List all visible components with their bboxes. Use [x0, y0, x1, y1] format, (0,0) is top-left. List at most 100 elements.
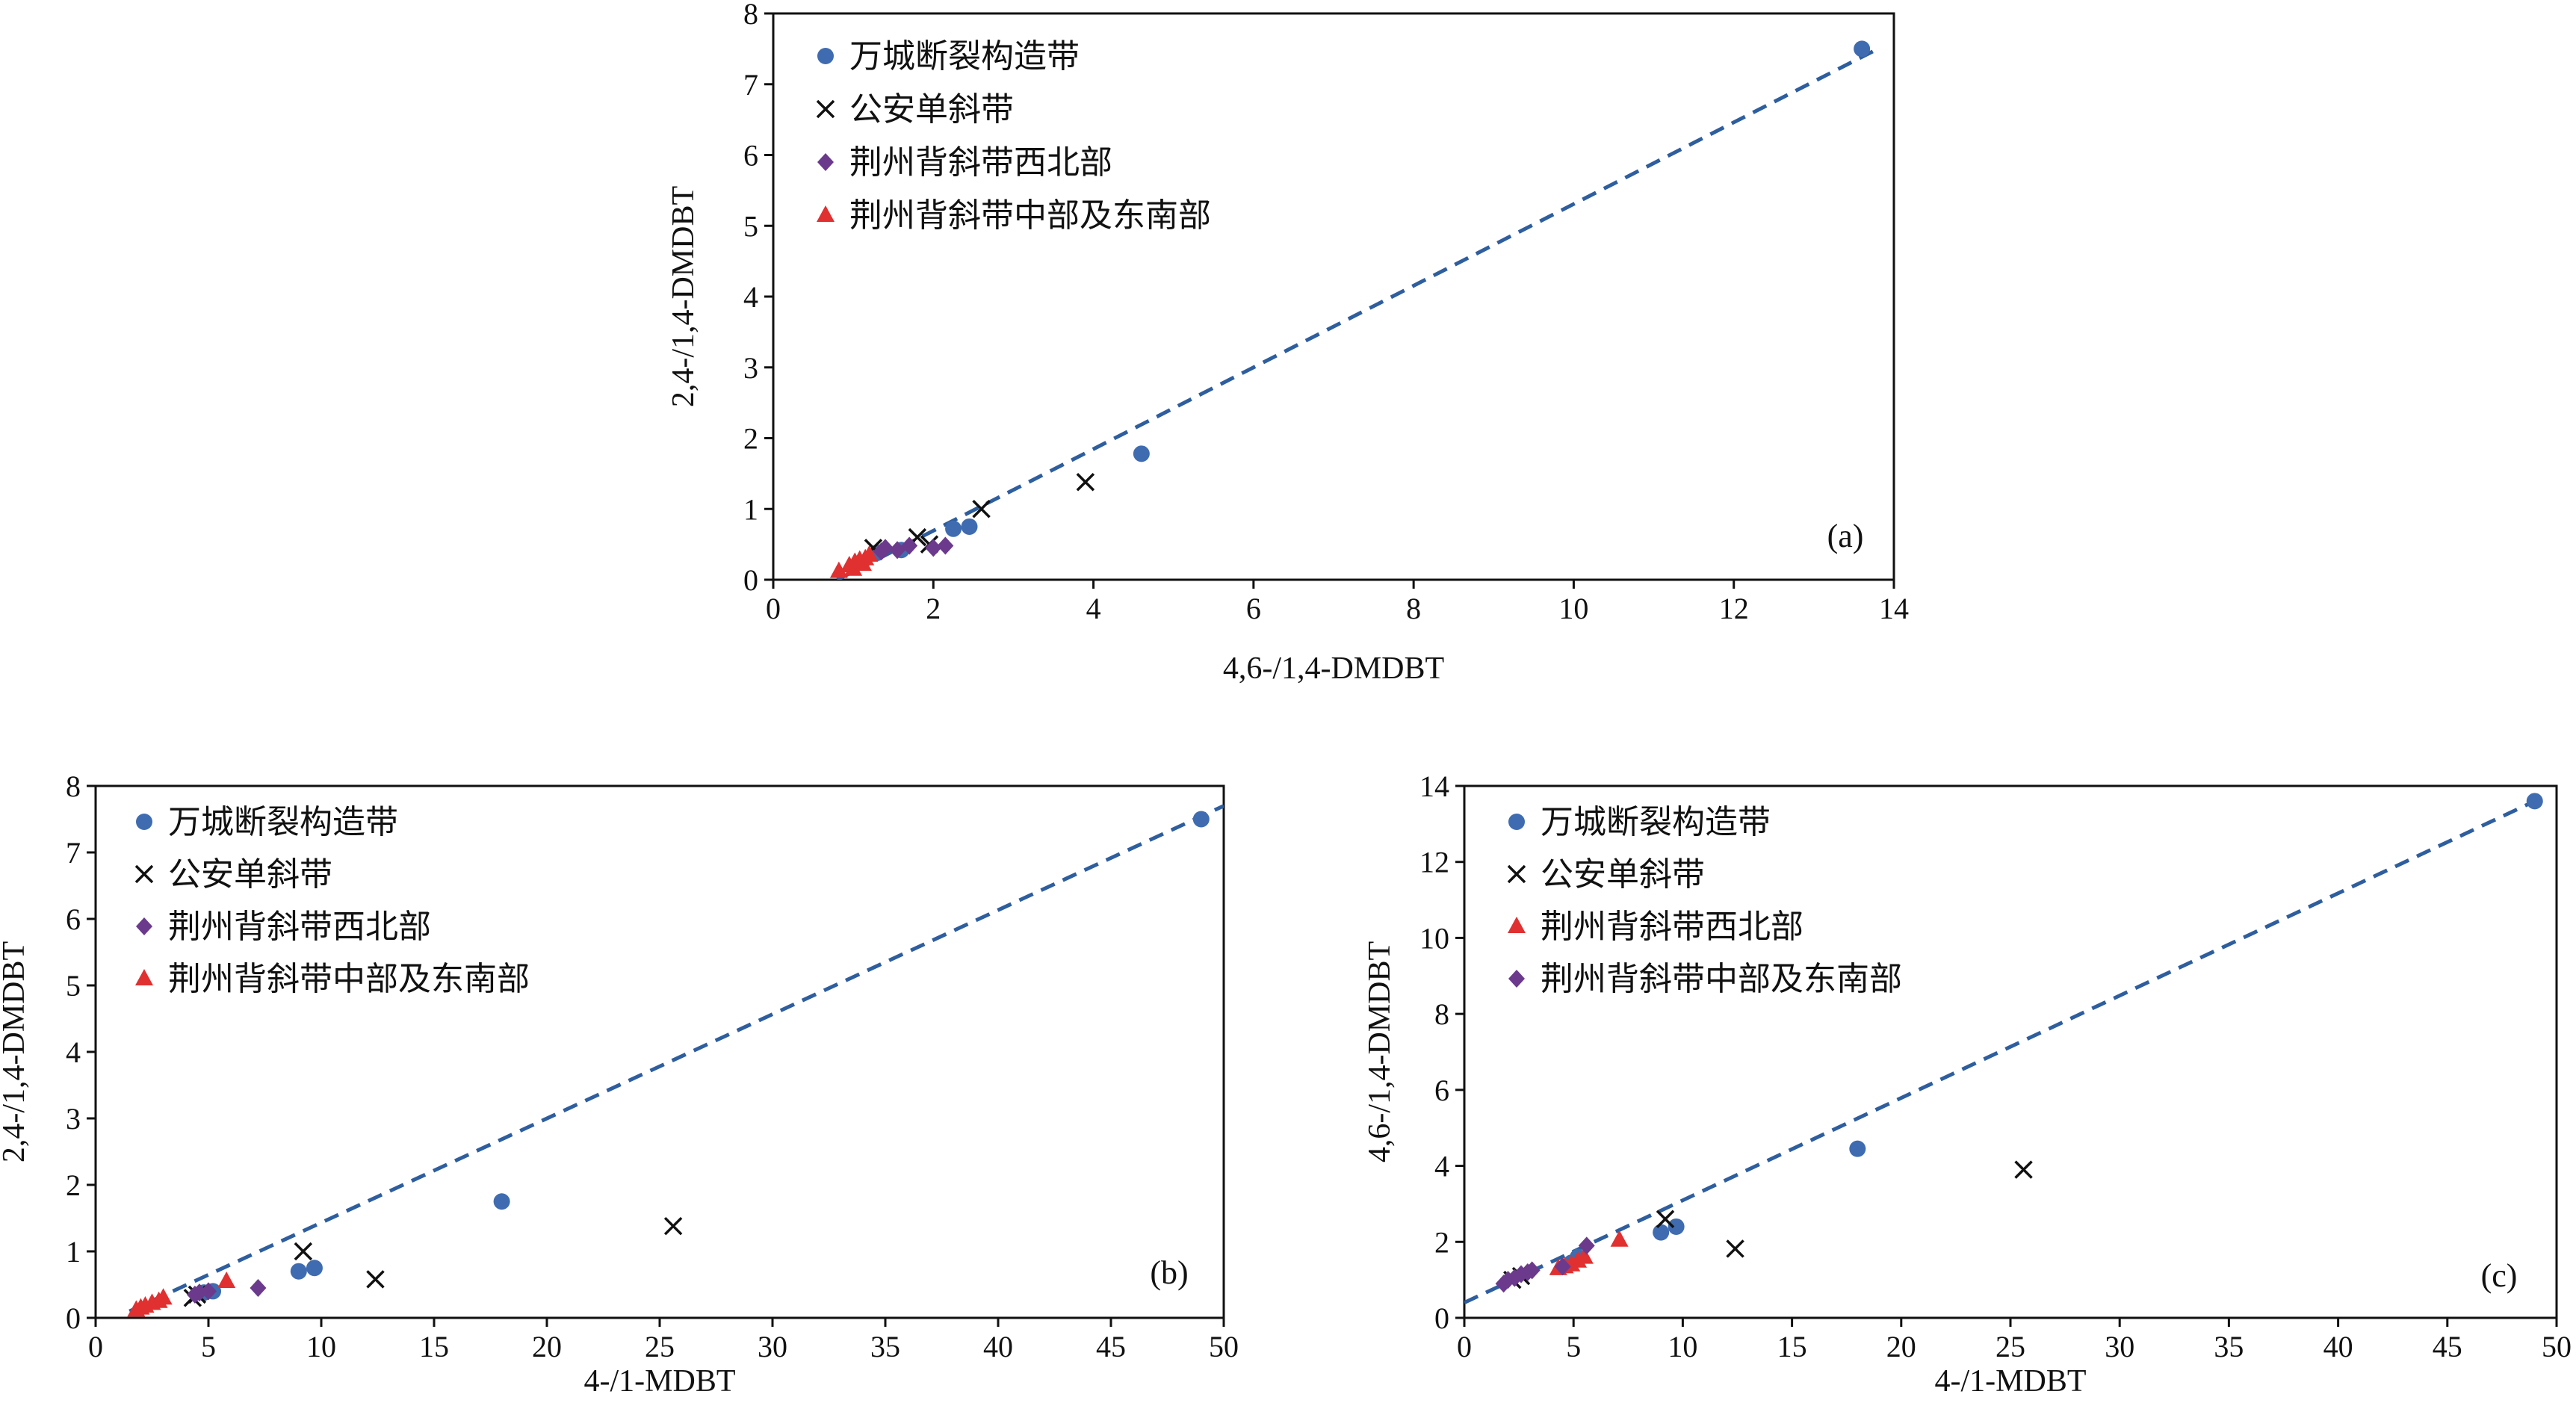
y-tick-label: 2: [743, 422, 758, 456]
x-tick-label: 4: [1086, 592, 1101, 625]
x-tick-label: 0: [766, 592, 781, 625]
y-tick-label: 7: [743, 68, 758, 102]
legend-marker: [134, 864, 154, 884]
data-point: [873, 542, 890, 561]
y-tick-label: 8: [66, 769, 81, 803]
data-point: [2014, 1160, 2033, 1179]
data-point: [1610, 1230, 1629, 1247]
legend-entry: 荆州背斜带中部及东南部: [168, 960, 530, 998]
y-tick-label: 4: [1434, 1150, 1449, 1183]
y-tick-label: 1: [743, 492, 758, 526]
legend-marker: [1508, 917, 1526, 933]
chart-panel-c: 0 5 10 15 20 25 30 35 40 45 50 0 2 4 6 8 10 12 14 4-/1-MDBT…: [1363, 769, 2572, 1399]
legend-marker: [1507, 864, 1526, 884]
y-tick-label: 10: [1419, 921, 1449, 955]
x-tick-label: 30: [2105, 1330, 2134, 1363]
series-circle: [195, 811, 1210, 1301]
data-point: [493, 1193, 510, 1210]
y-tick-label: 2: [1434, 1225, 1449, 1259]
data-point: [1656, 1210, 1675, 1229]
x-tick-label: 40: [2323, 1330, 2353, 1363]
legend-marker: [817, 153, 834, 171]
x-tick-label: 14: [1879, 592, 1909, 625]
data-point: [186, 1285, 203, 1304]
series-triangle: [127, 1272, 236, 1317]
data-point: [366, 1270, 385, 1289]
y-tick-label: 0: [1434, 1301, 1449, 1335]
series-diamond: [186, 1278, 267, 1304]
y-tick-label: 14: [1419, 769, 1449, 803]
data-point: [1192, 811, 1210, 828]
y-tick-label: 6: [1434, 1074, 1449, 1107]
y-tick-label: 0: [743, 563, 758, 597]
data-point: [972, 500, 991, 518]
y-tick-label: 6: [743, 139, 758, 173]
y-tick-label: 4: [66, 1035, 81, 1069]
data-point: [1668, 1218, 1685, 1235]
y-tick-label: 12: [1419, 846, 1449, 879]
data-point: [1849, 1140, 1866, 1157]
data-point: [937, 536, 954, 555]
chart-panel-a: 0 2 4 6 8 10 12 140123456784,6-/1,4-DMDBT2,4-/1…: [666, 0, 1909, 686]
chart-panel-b: 0 5 10 15 20 25 30 35 40 45 500123456784-/1-MDBT2,…: [0, 769, 1239, 1399]
x-tick-label: 25: [645, 1330, 675, 1363]
data-point: [854, 554, 872, 572]
data-point: [306, 1260, 323, 1277]
series-triangle: [829, 545, 879, 578]
series-diamond: [873, 536, 954, 561]
y-tick-label: 5: [66, 969, 81, 1003]
trend-line: [1464, 799, 2536, 1304]
x-tick-label: 50: [2542, 1330, 2572, 1363]
data-point: [250, 1278, 267, 1297]
data-point: [200, 1282, 217, 1301]
data-point: [294, 1242, 313, 1261]
x-tick-label: 10: [1558, 592, 1588, 625]
legend-marker: [136, 917, 152, 935]
series-x: [1503, 1160, 2033, 1289]
legend-marker: [817, 205, 835, 222]
data-point: [1133, 445, 1150, 462]
y-tick-label: 4: [743, 280, 758, 314]
x-tick-label: 0: [88, 1330, 103, 1363]
legend-entry: 荆州背斜带西北部: [849, 143, 1112, 182]
x-tick-label: 15: [1777, 1330, 1807, 1363]
data-point: [217, 1272, 236, 1289]
x-tick-label: 15: [419, 1330, 449, 1363]
x-tick-label: 50: [1209, 1330, 1239, 1363]
legend-entry: 荆州背斜带西北部: [1541, 908, 1803, 946]
panel-label: (a): [1827, 518, 1864, 554]
data-point: [1076, 473, 1095, 492]
x-tick-label: 30: [758, 1330, 787, 1363]
data-point: [829, 561, 848, 578]
x-tick-label: 10: [1668, 1330, 1697, 1363]
panel-label: (b): [1150, 1254, 1188, 1291]
data-point: [844, 559, 863, 576]
y-tick-label: 0: [66, 1301, 81, 1335]
x-axis-title: 4,6-/1,4-DMDBT: [1223, 651, 1444, 686]
data-point: [154, 1288, 173, 1305]
y-axis-title: 2,4-/1,4-DMDBT: [666, 186, 701, 407]
y-tick-label: 5: [743, 209, 758, 243]
trend-line: [836, 47, 1879, 580]
legend-entry: 万城断裂构造带: [1541, 803, 1771, 841]
data-point: [1854, 40, 1871, 58]
data-point: [1726, 1239, 1744, 1258]
x-tick-label: 35: [2214, 1330, 2244, 1363]
data-point: [2526, 793, 2543, 810]
series-diamond: [1495, 1236, 1595, 1293]
data-point: [1578, 1236, 1595, 1255]
y-tick-label: 6: [66, 902, 81, 936]
data-point: [945, 520, 962, 537]
y-tick-label: 3: [743, 351, 758, 385]
legend-entry: 荆州背斜带中部及东南部: [1541, 960, 1902, 998]
legend-entry: 荆州背斜带西北部: [168, 908, 431, 946]
legend-marker: [136, 814, 152, 830]
y-axis-title: 2,4-/1,4-DMDBT: [0, 941, 31, 1162]
x-tick-label: 5: [201, 1330, 216, 1363]
y-tick-label: 8: [743, 0, 758, 31]
data-point: [901, 536, 918, 555]
x-tick-label: 20: [1886, 1330, 1916, 1363]
legend-marker: [1508, 814, 1525, 830]
x-tick-label: 5: [1566, 1330, 1581, 1363]
